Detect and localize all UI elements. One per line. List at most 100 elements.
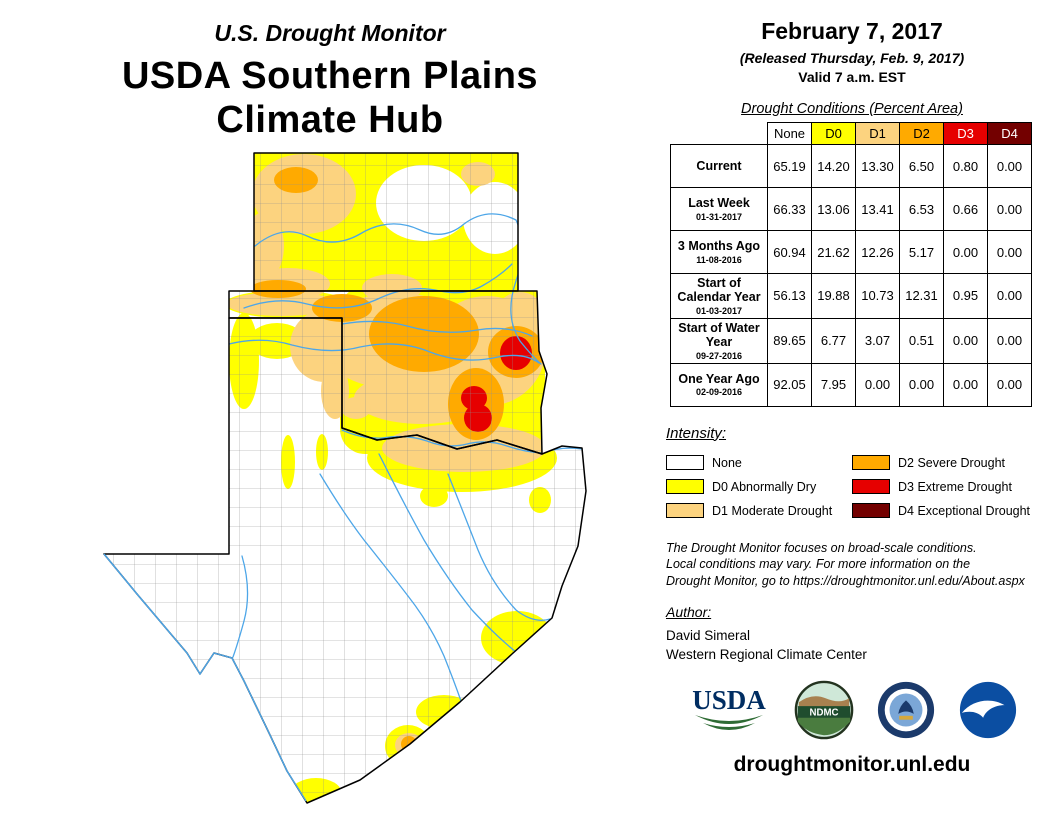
row-date: 01-31-2017 (695, 211, 743, 222)
drought-map (92, 146, 657, 811)
cell-value: 0.66 (943, 187, 988, 231)
cell-value: 6.50 (899, 144, 944, 188)
disclaimer-line1: The Drought Monitor focuses on broad-sca… (666, 540, 977, 555)
cell-value: 65.19 (767, 144, 812, 188)
cell-value: 13.06 (811, 187, 856, 231)
cell-value: 12.26 (855, 230, 900, 274)
page-title-line1: USDA Southern Plains (121, 55, 539, 97)
drought-map-svg (103, 152, 587, 804)
cell-value: 10.73 (855, 273, 900, 319)
cell-value: 14.20 (811, 144, 856, 188)
cell-value: 6.53 (899, 187, 944, 231)
legend-swatch-d4 (852, 503, 890, 518)
cell-value: 56.13 (767, 273, 812, 319)
row-label: Start of Water Year (678, 320, 760, 350)
legend-label: D4 Exceptional Drought (898, 503, 1031, 518)
table-corner (670, 122, 768, 145)
table-row-current: Current 65.19 14.20 13.30 6.50 0.80 0.00 (670, 144, 1032, 188)
cell-value: 19.88 (811, 273, 856, 319)
legend-swatch-d1 (666, 503, 704, 518)
row-label: One Year Ago (678, 371, 760, 386)
legend-title: Intensity: (666, 424, 727, 442)
cell-value: 0.51 (899, 317, 944, 364)
report-supertitle: U.S. Drought Monitor (214, 20, 446, 46)
author-org: Western Regional Climate Center (666, 646, 867, 662)
row-date: 01-03-2017 (695, 305, 743, 316)
drought-shading (104, 153, 586, 803)
col-header-d0: D0 (811, 122, 856, 145)
legend-label: D0 Abnormally Dry (712, 479, 817, 494)
disclaimer-line2: Local conditions may vary. For more info… (666, 557, 971, 571)
cell-value: 0.00 (987, 230, 1032, 274)
table-row-3-months-ago: 3 Months Ago 11-08-2016 60.94 21.62 12.26… (670, 230, 1032, 274)
legend-swatch-none (666, 455, 704, 470)
row-label: Last Week (688, 196, 750, 211)
legend-item-d1: D1 Moderate Drought (666, 503, 852, 518)
cell-value: 0.00 (987, 317, 1032, 364)
disclaimer-text: The Drought Monitor focuses on broad-sca… (658, 540, 1046, 590)
legend-item-none: None (666, 455, 852, 470)
title-block: U.S. Drought Monitor USDA Southern Plain… (55, 20, 605, 142)
date-block: February 7, 2017 (Released Thursday, Feb… (658, 18, 1046, 85)
cell-value: 89.65 (767, 317, 812, 364)
cell-value: 13.30 (855, 144, 900, 188)
intensity-legend: Intensity: None D0 Abnormally Dry D1 Mod… (658, 425, 1046, 523)
table-header-row: None D0 D1 D2 D3 D4 (670, 122, 1032, 145)
usda-logo-text: USDA (692, 685, 766, 715)
table-row-start-water-year: Start of Water Year 09-27-2016 89.65 6.77… (670, 317, 1032, 364)
cell-value: 0.00 (987, 187, 1032, 231)
author-title: Author: (666, 604, 712, 620)
page-title-line2: Climate Hub (216, 98, 444, 141)
legend-item-d2: D2 Severe Drought (852, 455, 1046, 470)
row-date: 02-09-2016 (695, 387, 743, 398)
ndmc-logo: NDMC (794, 680, 854, 740)
cell-value: 0.00 (943, 230, 988, 274)
table-row-last-week: Last Week 01-31-2017 66.33 13.06 13.41 6.… (670, 187, 1032, 231)
legend-item-d4: D4 Exceptional Drought (852, 503, 1046, 518)
legend-item-d0: D0 Abnormally Dry (666, 479, 852, 494)
cell-value: 66.33 (767, 187, 812, 231)
col-header-d3: D3 (943, 122, 988, 145)
usda-logo: USDA (692, 685, 766, 730)
footer-url: droughtmonitor.unl.edu (733, 752, 971, 776)
legend-label: D1 Moderate Drought (712, 503, 833, 518)
author-block: Author: David Simeral Western Regional C… (658, 604, 1046, 665)
legend-swatch-d2 (852, 455, 890, 470)
cell-value: 0.00 (899, 362, 944, 407)
col-header-none: None (767, 122, 812, 145)
cell-value: 13.41 (855, 187, 900, 231)
drought-conditions-table: None D0 D1 D2 D3 D4 Current 65.19 14.20 … (670, 122, 1032, 407)
cell-value: 0.00 (987, 144, 1032, 188)
cell-value: 7.95 (811, 362, 856, 407)
valid-time: Valid 7 a.m. EST (798, 69, 906, 85)
disclaimer-line3: Drought Monitor, go to https://droughtmo… (666, 573, 1025, 588)
legend-label: D3 Extreme Drought (898, 479, 1012, 494)
col-header-d1: D1 (855, 122, 900, 145)
county-grid (104, 153, 586, 803)
table-row-start-calendar-year: Start of Calendar Year 01-03-2017 56.13 1… (670, 273, 1032, 319)
agency-logos: USDA NDMC (658, 679, 1046, 741)
legend-label: D2 Severe Drought (898, 455, 1006, 470)
row-label: Current (696, 158, 742, 173)
legend-swatch-d0 (666, 479, 704, 494)
cell-value: 0.95 (943, 273, 988, 319)
legend-label: None (712, 455, 742, 470)
legend-item-d3: D3 Extreme Drought (852, 479, 1046, 494)
cell-value: 0.00 (855, 362, 900, 407)
table-row-one-year-ago: One Year Ago 02-09-2016 92.05 7.95 0.00 0… (670, 362, 1032, 407)
row-date: 09-27-2016 (695, 350, 743, 361)
rio-grande-river (103, 553, 307, 802)
cell-value: 21.62 (811, 230, 856, 274)
cell-value: 12.31 (899, 273, 944, 319)
legend-swatch-d3 (852, 479, 890, 494)
cell-value: 0.00 (943, 362, 988, 407)
map-date: February 7, 2017 (761, 18, 943, 44)
commerce-seal (877, 681, 935, 738)
cell-value: 0.00 (987, 273, 1032, 319)
col-header-d4: D4 (987, 122, 1032, 145)
col-header-d2: D2 (899, 122, 944, 145)
row-date: 11-08-2016 (696, 254, 742, 265)
row-label: Start of Calendar Year (677, 276, 761, 305)
cell-value: 6.77 (811, 317, 856, 364)
